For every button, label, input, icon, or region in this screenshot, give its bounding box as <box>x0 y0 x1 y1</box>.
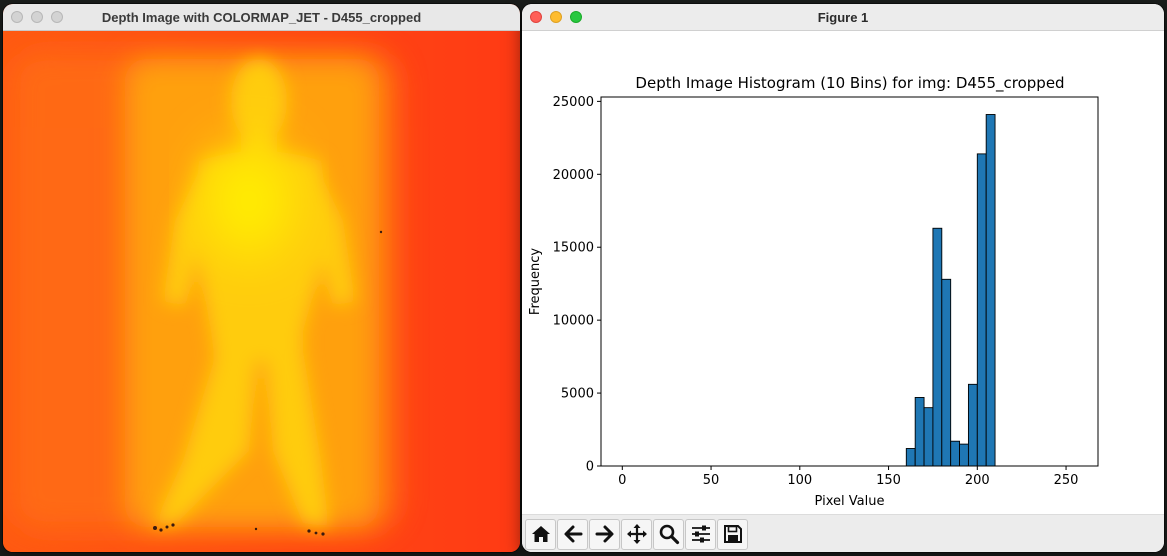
back-button[interactable] <box>557 518 588 550</box>
depth-image <box>3 31 520 552</box>
histogram-chart: Depth Image Histogram (10 Bins) for img:… <box>528 74 1099 509</box>
figure-window: Figure 1 Depth Image Histogram (10 Bins)… <box>522 4 1164 552</box>
close-button[interactable] <box>11 11 23 23</box>
histogram-bar <box>985 114 996 467</box>
y-tick-label: 25000 <box>553 95 594 110</box>
histogram-bar <box>950 440 961 467</box>
x-tick-label: 0 <box>618 473 626 488</box>
figure-window-title: Figure 1 <box>817 9 869 25</box>
histogram-bar <box>941 278 952 467</box>
x-tick-label: 200 <box>965 473 990 488</box>
figure-window-titlebar[interactable]: Figure 1 <box>522 4 1164 31</box>
home-icon <box>531 526 550 542</box>
histogram-bar <box>959 443 969 467</box>
depth-nearest-region <box>209 146 289 256</box>
y-tick-label: 20000 <box>553 168 594 183</box>
x-tick-label: 100 <box>787 473 812 488</box>
y-axis-ticks: 0 5000 10000 15000 20000 25000 <box>553 95 601 475</box>
magnifier-icon <box>659 524 679 545</box>
depth-noise-speckles <box>153 230 383 536</box>
pan-button[interactable] <box>621 518 652 550</box>
x-axis-label: Pixel Value <box>815 494 885 509</box>
chart-title: Depth Image Histogram (10 Bins) for img:… <box>635 74 1064 93</box>
y-tick-label: 15000 <box>553 241 594 256</box>
sliders-icon <box>691 525 710 543</box>
close-button[interactable] <box>530 11 542 23</box>
arrow-left-icon <box>564 525 582 543</box>
x-axis-ticks: 0 50 100 150 200 250 <box>618 466 1078 488</box>
depth-image-window: Depth Image with COLORMAP_JET - D455_cro… <box>3 4 520 552</box>
window-controls <box>11 11 63 23</box>
minimize-button[interactable] <box>550 11 562 23</box>
move-icon <box>626 524 647 544</box>
home-button[interactable] <box>525 518 556 550</box>
y-tick-label: 0 <box>586 460 594 475</box>
histogram-bars <box>905 114 996 467</box>
y-tick-label: 10000 <box>553 314 594 329</box>
histogram-bar <box>976 153 987 467</box>
zoom-rect-button[interactable] <box>653 518 684 550</box>
histogram-bar <box>923 407 934 467</box>
depth-window-title: Depth Image with COLORMAP_JET - D455_cro… <box>101 9 422 25</box>
save-button[interactable] <box>717 518 748 550</box>
histogram-bar <box>905 448 916 467</box>
depth-person-silhouette <box>153 59 355 527</box>
depth-window-titlebar[interactable]: Depth Image with COLORMAP_JET - D455_cro… <box>3 4 520 31</box>
histogram-bar <box>967 383 978 467</box>
plot-axes-frame <box>600 96 1099 467</box>
x-tick-label: 50 <box>703 473 720 488</box>
arrow-right-icon <box>595 525 613 543</box>
histogram-bar <box>914 397 925 467</box>
minimize-button[interactable] <box>31 11 43 23</box>
zoom-button[interactable] <box>570 11 582 23</box>
floppy-disk-icon <box>723 525 742 543</box>
window-controls <box>530 11 582 23</box>
figure-canvas[interactable]: Depth Image Histogram (10 Bins) for img:… <box>522 31 1164 514</box>
y-tick-label: 5000 <box>561 387 594 402</box>
x-tick-label: 150 <box>876 473 901 488</box>
configure-subplots-button[interactable] <box>685 518 716 550</box>
figure-toolbar <box>522 514 1164 552</box>
histogram-bar <box>932 227 943 467</box>
forward-button[interactable] <box>589 518 620 550</box>
y-axis-label: Frequency <box>528 248 543 315</box>
zoom-button[interactable] <box>51 11 63 23</box>
x-tick-label: 250 <box>1054 473 1079 488</box>
